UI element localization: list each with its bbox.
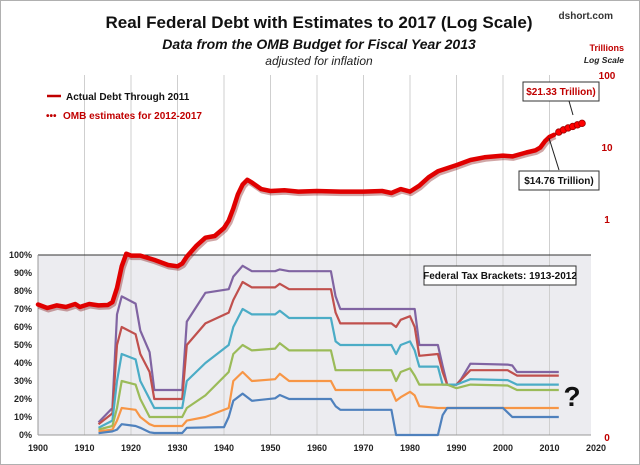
estimate-point: [578, 119, 586, 128]
chart-subtitle: Data from the OMB Budget for Fiscal Year…: [162, 36, 476, 52]
x-tick-label: 1960: [307, 443, 327, 453]
question-mark: ?: [563, 381, 580, 412]
tax-bracket-lines: [97, 264, 559, 437]
legend-label-actual: Actual Debt Through 2011: [66, 92, 190, 103]
x-axis-ticks: 1900 1910 1920 1930 1940 1950 1960 1970 1980 1990…: [28, 443, 606, 453]
legend-swatch-estimates: •••: [46, 111, 57, 122]
right-tick-label: 10: [601, 143, 613, 154]
annotation-2017-arrow: [568, 100, 574, 116]
right-tick-label: 1: [604, 215, 610, 226]
x-tick-label: 2000: [493, 443, 513, 453]
tax-brackets-label-text: Federal Tax Brackets: 1913-2012: [423, 271, 577, 282]
right-tick-label: 100: [599, 71, 616, 82]
x-tick-label: 1990: [446, 443, 466, 453]
tax-brackets-label-box: [423, 265, 577, 286]
y-tick-label: 0%: [19, 430, 32, 440]
tax-brackets-label: Federal Tax Brackets: 1913-2012: [423, 265, 577, 286]
annotation-2011-arrow: [548, 137, 560, 171]
right-axis-scale-label: Log Scale: [584, 55, 624, 65]
annotation-2017: $21.33 Trillion): [522, 81, 600, 116]
x-tick-label: 1920: [121, 443, 141, 453]
right-tick-label: 0: [604, 433, 610, 444]
tax-bracket-line-4: [98, 342, 559, 431]
legend: Actual Debt Through 2011 ••• OMB estimat…: [46, 92, 202, 122]
annotation-2017-text: $21.33 Trillion): [526, 87, 595, 98]
y-tick-label: 10%: [14, 412, 32, 422]
y-tick-label: 70%: [14, 304, 32, 314]
tax-bracket-line-5: [98, 370, 559, 433]
debt-line-actual: [35, 132, 557, 311]
x-tick-label: 2010: [539, 443, 559, 453]
tax-bracket-line-6: [98, 392, 559, 437]
y-tick-label: 90%: [14, 268, 32, 278]
right-axis-label: Trillions: [589, 43, 624, 53]
y-tick-label: 50%: [14, 340, 32, 350]
x-tick-label: 1970: [353, 443, 373, 453]
source-label: dshort.com: [559, 11, 614, 22]
annotation-2011: $14.76 Trillion): [518, 137, 600, 191]
x-tick-label: 2020: [586, 443, 606, 453]
y-tick-label: 60%: [14, 322, 32, 332]
x-tick-label: 1930: [167, 443, 187, 453]
x-tick-label: 1940: [214, 443, 234, 453]
tax-bracket-line-2: [97, 280, 559, 426]
y-tick-label: 100%: [9, 250, 32, 260]
y-tick-label: 40%: [14, 358, 32, 368]
annotation-2011-box: [518, 170, 600, 191]
debt-line-group: [35, 119, 586, 313]
legend-label-estimates: OMB estimates for 2012-2017: [63, 111, 202, 122]
x-tick-label: 1910: [74, 443, 94, 453]
x-tick-label: 1900: [28, 443, 48, 453]
x-tick-label: 1980: [400, 443, 420, 453]
chart-subtitle-2: adjusted for inflation: [265, 54, 373, 68]
y-tick-label: 20%: [14, 394, 32, 404]
y-left-axis-ticks: 0% 10% 20% 30% 40% 50% 60% 70% 80% 90% 100%: [9, 250, 32, 440]
x-tick-label: 1950: [260, 443, 280, 453]
y-tick-label: 30%: [14, 376, 32, 386]
annotation-2011-text: $14.76 Trillion): [524, 176, 593, 187]
y-tick-label: 80%: [14, 286, 32, 296]
annotation-2017-box: [522, 81, 600, 102]
chart-title: Real Federal Debt with Estimates to 2017…: [105, 13, 532, 32]
